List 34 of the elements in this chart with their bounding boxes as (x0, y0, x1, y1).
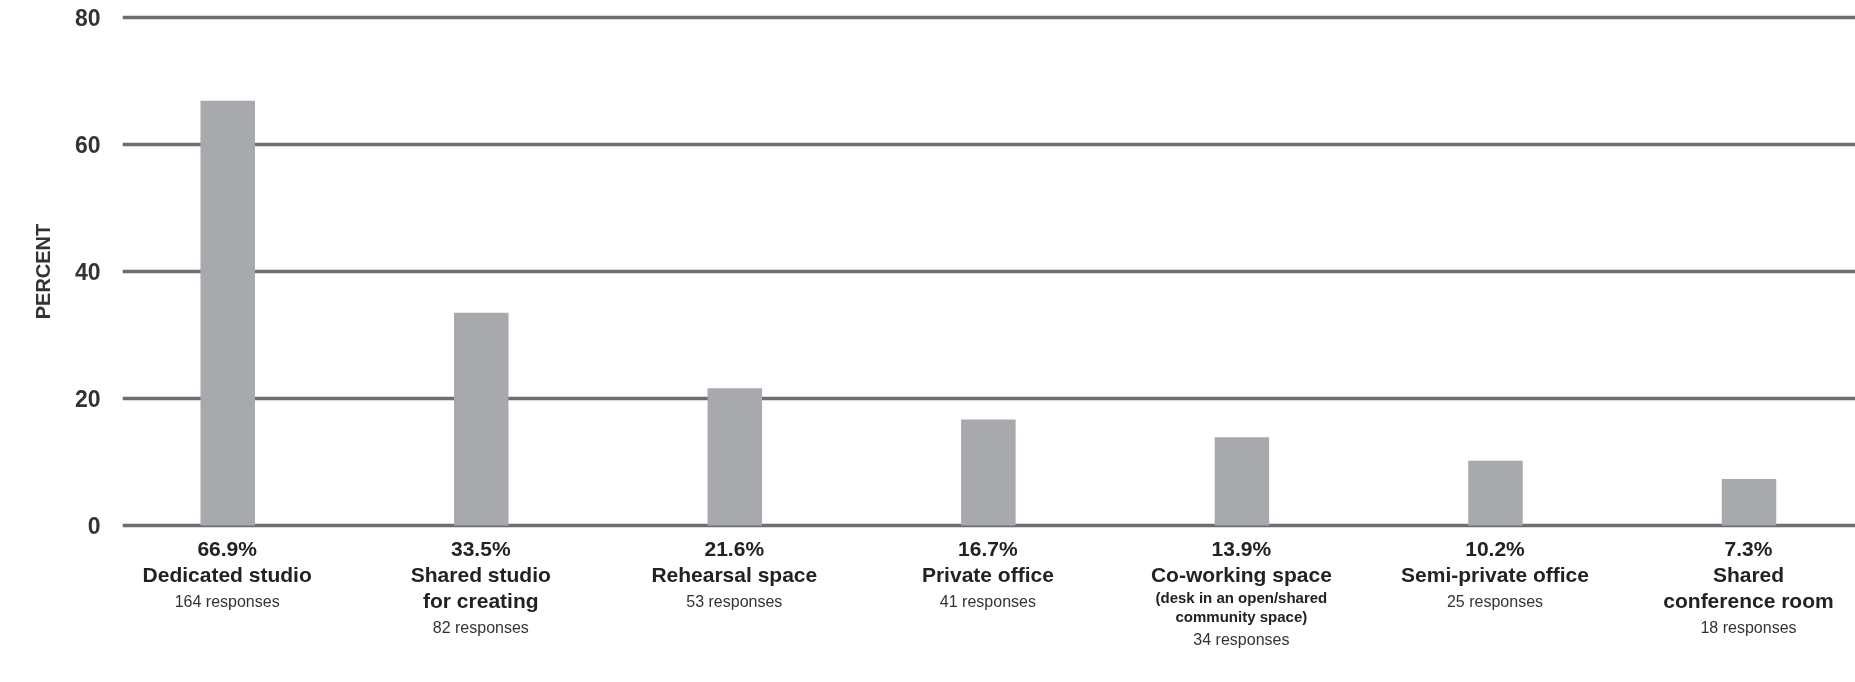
text: 82 responses (431, 618, 530, 638)
x-tick-label: Semi-private office (1400, 562, 1590, 588)
x-tick-label: Rehearsal space (650, 562, 819, 588)
data-label: 33.5% (450, 536, 512, 562)
bar (200, 100, 255, 526)
y-tick-label: 20 (74, 385, 101, 412)
text: 41 responses (938, 592, 1037, 612)
data-label: 10.2% (1464, 536, 1526, 562)
x-tick-label: Shared studio for creating (409, 562, 552, 614)
text: 25 responses (1445, 592, 1545, 612)
data-label: 13.9% (1210, 536, 1273, 562)
data-label: 21.6% (703, 536, 766, 562)
y-tick-label: 0 (87, 512, 101, 539)
data-label: 66.9% (196, 536, 258, 562)
data-label: 7.3% (1723, 536, 1774, 562)
text: 164 responses (173, 592, 281, 612)
bar (1468, 460, 1523, 526)
y-tick-label: 80 (74, 5, 101, 32)
x-tick-label: Dedicated studio (141, 562, 313, 588)
bar (707, 388, 763, 526)
bar (1721, 479, 1777, 526)
y-tick-label: 40 (74, 259, 101, 285)
x-tick-label: Shared conference room (1662, 562, 1835, 614)
bar (961, 419, 1016, 526)
bar (454, 312, 509, 526)
bar (1214, 437, 1270, 526)
data-label: 16.7% (957, 536, 1019, 562)
text: 18 responses (1699, 618, 1798, 638)
x-tick-label: Private office (920, 562, 1055, 588)
text: 53 responses (685, 592, 784, 612)
text: 34 responses (1192, 630, 1291, 650)
y-axis-title: PERCENT (31, 223, 54, 320)
x-tick-label: Co-working space (desk in an open/shared community space) (1149, 562, 1333, 626)
y-tick-label: 60 (74, 132, 101, 159)
